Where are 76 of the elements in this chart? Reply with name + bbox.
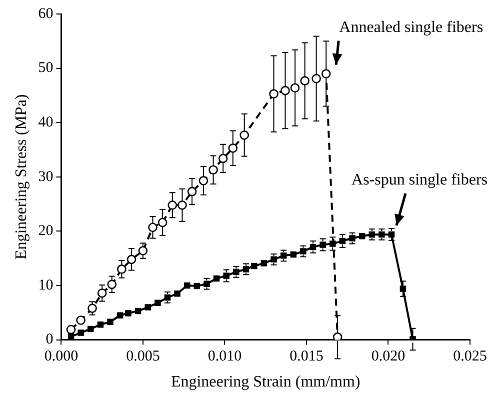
point	[97, 321, 104, 328]
point	[154, 300, 161, 306]
point	[251, 262, 258, 270]
point	[240, 130, 249, 140]
y-axis-title: Engineering Stress (MPa)	[12, 94, 30, 260]
y-tick-label: 0	[46, 332, 54, 348]
y-tick-label: 50	[38, 60, 54, 76]
point	[117, 264, 126, 274]
annotation: Annealed single fibers	[339, 18, 484, 36]
x-tick-label: 0.020	[371, 348, 406, 365]
point	[148, 222, 158, 232]
y-tick-label: 60	[38, 6, 54, 22]
point	[290, 83, 300, 92]
point	[280, 252, 287, 259]
point	[194, 282, 200, 290]
point	[178, 200, 187, 210]
point	[107, 280, 117, 290]
point	[168, 200, 178, 210]
point	[125, 310, 132, 316]
point	[184, 282, 190, 289]
point	[158, 218, 168, 228]
x-tick-label: 0.000	[44, 348, 78, 365]
y-tick-label: 40	[38, 114, 54, 131]
point	[198, 176, 208, 186]
x-tick-label: 0.010	[208, 348, 242, 365]
point	[68, 333, 74, 340]
point	[260, 260, 268, 266]
point	[300, 248, 306, 254]
point	[164, 294, 171, 301]
y-tick-label: 20	[38, 223, 54, 240]
point	[358, 232, 366, 240]
point	[388, 231, 395, 238]
x-tick-label: 0.025	[453, 348, 487, 365]
point	[78, 330, 84, 336]
point	[97, 288, 107, 298]
x-tick-label: 0.015	[290, 348, 324, 365]
annotation: As-spun single fibers	[352, 172, 488, 189]
point	[126, 254, 136, 264]
point	[116, 312, 124, 318]
point	[66, 324, 76, 334]
point	[242, 266, 250, 272]
point	[107, 318, 114, 326]
point	[368, 231, 376, 238]
point	[332, 332, 342, 340]
point	[269, 89, 278, 98]
point	[312, 74, 321, 84]
point	[378, 231, 385, 238]
point	[76, 316, 86, 325]
x-axis-title: Engineering Strain (mm/mm)	[170, 374, 360, 391]
point	[320, 242, 326, 248]
point	[280, 86, 290, 96]
point	[223, 272, 230, 279]
point	[204, 280, 210, 287]
point	[138, 246, 148, 256]
point	[300, 76, 310, 86]
y-tick-label: 30	[38, 168, 54, 185]
point	[270, 256, 277, 263]
point	[321, 69, 331, 78]
point	[144, 304, 151, 310]
y-tick-label: 10	[38, 277, 54, 294]
x-tick-label: 0.005	[126, 348, 160, 365]
point	[213, 275, 220, 282]
point	[349, 235, 356, 242]
point	[339, 238, 346, 244]
point	[218, 154, 228, 164]
point	[187, 186, 197, 196]
point	[400, 286, 406, 292]
point	[134, 308, 142, 314]
point	[208, 165, 218, 174]
point	[228, 143, 238, 153]
point	[290, 251, 297, 258]
point	[88, 326, 94, 332]
point	[88, 304, 97, 313]
point	[233, 268, 240, 276]
point	[310, 244, 316, 250]
point	[174, 290, 180, 297]
